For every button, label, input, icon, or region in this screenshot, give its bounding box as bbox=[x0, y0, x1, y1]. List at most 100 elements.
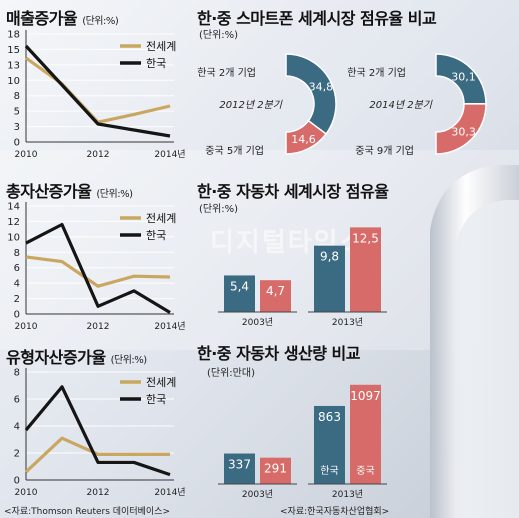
bar-china bbox=[350, 227, 381, 312]
bar-value-label: 291 bbox=[264, 462, 287, 476]
y-tick-label: 13 bbox=[7, 60, 20, 71]
legend-label: 한국 bbox=[146, 57, 166, 70]
x-tick-label: 2014년 bbox=[154, 487, 185, 498]
x-tick-label: 2012 bbox=[87, 488, 110, 498]
bar2-chart: 337 291 2003년 863 한국 1097 중국 2013년 bbox=[218, 384, 387, 500]
bar2-unit: (단위:만대) bbox=[207, 368, 255, 379]
y-tick-label: 0 bbox=[14, 476, 20, 487]
bar-series-label: 한국 bbox=[320, 465, 338, 477]
x-tick-label: 2014년 bbox=[154, 149, 185, 160]
bar1-unit: (단위:%) bbox=[199, 204, 239, 215]
legend-label: 한국 bbox=[146, 393, 166, 406]
legend-label: 전세계 bbox=[146, 40, 176, 53]
source-left: <자료:Thomson Reuters 데이터베이스> bbox=[4, 507, 170, 517]
bar-korea bbox=[224, 453, 255, 484]
y-tick-label: 6 bbox=[14, 395, 20, 406]
bar-value-label: 337 bbox=[228, 458, 251, 472]
legend-label: 한국 bbox=[146, 229, 166, 242]
chart3-title: 유형자산증가율 (단위:%) bbox=[6, 344, 147, 368]
series-line-world bbox=[25, 255, 171, 288]
donut-value-label: 30,3 bbox=[451, 126, 476, 139]
y-tick-label: 6 bbox=[14, 263, 20, 274]
donut-period-label: 2012년 2분기 bbox=[219, 99, 282, 111]
bar-category-label: 2003년 bbox=[242, 317, 273, 328]
bar-value-label: 9,8 bbox=[320, 250, 339, 264]
chart1-unit: (단위:%) bbox=[82, 16, 119, 27]
donut-unit: (단위:%) bbox=[199, 30, 239, 41]
y-tick-label: 4 bbox=[14, 279, 20, 290]
chart2-title: 총자산증가율 (단위:%) bbox=[6, 178, 133, 202]
chart2-title-text: 총자산증가율 bbox=[6, 182, 92, 201]
chart3-unit: (단위:%) bbox=[110, 355, 148, 366]
chart1-title: 매출증가율 (단위:%) bbox=[6, 5, 119, 29]
bar1-chart: 5,4 4,7 2003년 9,8 12,5 2013년 bbox=[218, 227, 387, 328]
x-tick-label: 2014년 bbox=[154, 321, 185, 332]
donut-bottom-label: 중국 9개 기업 bbox=[355, 144, 414, 157]
bar-value-label: 5,4 bbox=[230, 279, 249, 293]
x-tick-label: 2010 bbox=[15, 322, 38, 332]
chart2-unit: (단위:%) bbox=[96, 189, 133, 200]
y-tick-label: 4 bbox=[14, 422, 20, 433]
donut-period-label: 2014년 2분기 bbox=[369, 99, 432, 111]
x-tick-label: 2010 bbox=[15, 150, 38, 160]
y-tick-label: 10 bbox=[7, 76, 20, 87]
chart1-title-text: 매출증가율 bbox=[6, 9, 78, 28]
bar-china bbox=[350, 384, 381, 484]
y-tick-label: 12 bbox=[7, 217, 20, 228]
bar-category-label: 2013년 bbox=[332, 317, 363, 328]
bar1-title-text: 한·중 자동차 세계시장 점유율 bbox=[197, 182, 389, 201]
bar-value-label: 863 bbox=[318, 410, 341, 424]
y-tick-label: 8 bbox=[14, 91, 20, 102]
legend-label: 전세계 bbox=[146, 376, 176, 389]
donut-top-label: 한국 2개 기업 bbox=[197, 66, 256, 79]
bar2-title-text: 한·중 자동차 생산량 비교 bbox=[197, 344, 361, 363]
y-tick-label: 8 bbox=[14, 248, 20, 259]
bar2-title: 한·중 자동차 생산량 비교 bbox=[197, 340, 361, 364]
y-tick-label: 2 bbox=[14, 294, 20, 305]
bar-value-label: 4,7 bbox=[266, 284, 285, 298]
donut-bottom-label: 중국 5개 기업 bbox=[205, 144, 264, 157]
y-tick-label: 18 bbox=[7, 30, 20, 41]
y-tick-label: 0 bbox=[14, 138, 20, 149]
y-tick-label: 5 bbox=[14, 107, 20, 118]
y-tick-label: 14 bbox=[7, 202, 20, 213]
y-tick-label: 0 bbox=[14, 310, 20, 321]
source-right: <자료:한국자동차산업협회> bbox=[280, 507, 390, 517]
y-tick-label: 2 bbox=[14, 449, 20, 460]
y-tick-label: 15 bbox=[7, 45, 20, 56]
x-tick-label: 2012 bbox=[87, 150, 110, 160]
bar-china bbox=[260, 280, 291, 312]
bar-value-label: 1097 bbox=[350, 389, 381, 403]
donut-slice-china bbox=[435, 102, 487, 155]
y-tick-label: 3 bbox=[14, 122, 20, 133]
chart3-title-text: 유형자산증가율 bbox=[6, 348, 106, 367]
donut-value-label: 14,6 bbox=[291, 133, 316, 146]
donut-top-label: 한국 2개 기업 bbox=[347, 66, 406, 79]
bar-category-label: 2013년 bbox=[332, 489, 363, 500]
bar-korea bbox=[314, 405, 345, 484]
background-pillar-shadow bbox=[455, 200, 519, 518]
legend-label: 전세계 bbox=[146, 212, 176, 225]
y-tick-label: 8 bbox=[14, 368, 20, 379]
x-tick-label: 2012 bbox=[87, 322, 110, 332]
bar-series-label: 중국 bbox=[356, 465, 374, 477]
bar-korea bbox=[314, 245, 345, 312]
donut-value-label: 30,1 bbox=[451, 70, 476, 83]
donut-title: 한·중 스마트폰 세계시장 점유율 비교 bbox=[197, 5, 437, 29]
donut-value-label: 34,8 bbox=[309, 81, 334, 94]
donut-title-text: 한·중 스마트폰 세계시장 점유율 비교 bbox=[197, 9, 437, 28]
bar-china bbox=[260, 457, 291, 484]
bar1-title: 한·중 자동차 세계시장 점유율 bbox=[197, 178, 389, 202]
bar-value-label: 12,5 bbox=[352, 231, 379, 245]
bar-korea bbox=[224, 275, 255, 312]
donut-slice-china bbox=[285, 119, 328, 155]
x-tick-label: 2010 bbox=[15, 488, 38, 498]
y-tick-label: 10 bbox=[7, 232, 20, 243]
bar-category-label: 2003년 bbox=[242, 489, 273, 500]
